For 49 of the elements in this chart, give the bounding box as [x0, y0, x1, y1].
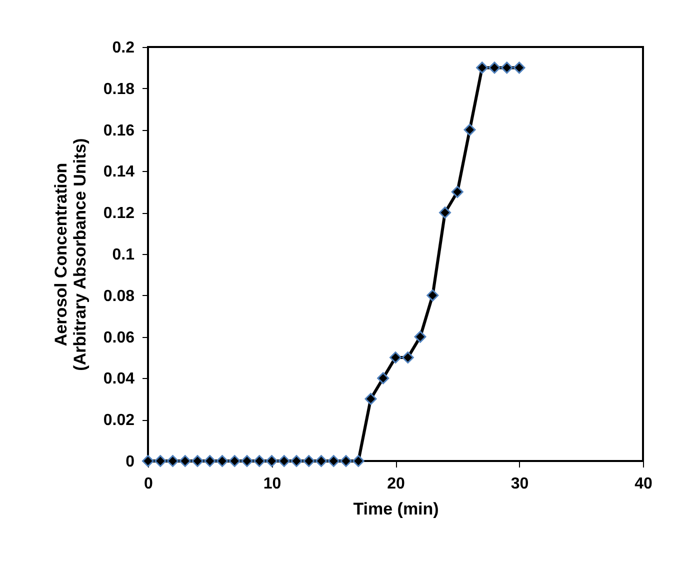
x-tick-label: 20 — [387, 476, 405, 492]
point — [340, 455, 352, 467]
y-tick-label: 0.2 — [112, 40, 135, 56]
point — [166, 455, 179, 467]
point — [513, 62, 526, 74]
x-tick-label: 10 — [263, 476, 282, 492]
point — [216, 455, 228, 467]
point — [464, 124, 476, 136]
point — [439, 206, 451, 219]
x-tick-label: 30 — [510, 476, 529, 492]
point — [364, 392, 377, 405]
point — [414, 330, 426, 343]
point — [142, 455, 154, 467]
point — [476, 62, 488, 74]
point — [241, 455, 253, 467]
y-tick-label: 0.02 — [103, 412, 135, 430]
x-tick-label: 0 — [144, 476, 154, 492]
y-tick-label: 0.12 — [103, 205, 135, 222]
point — [352, 455, 364, 467]
point — [402, 352, 414, 364]
y-tick-label: 0.1 — [112, 246, 135, 264]
point — [253, 455, 266, 467]
point — [451, 186, 464, 198]
y-tick-label: 0.14 — [103, 164, 135, 181]
y-tick-label: 0.04 — [103, 370, 135, 388]
x-axis-title: Time (min) — [353, 500, 439, 518]
y-tick-label: 0 — [126, 454, 135, 470]
point — [179, 455, 192, 467]
point — [488, 62, 500, 74]
point — [500, 62, 513, 74]
point — [266, 455, 278, 467]
point — [192, 455, 204, 467]
point — [290, 455, 302, 467]
point — [390, 352, 402, 364]
point — [315, 455, 328, 467]
point — [278, 455, 290, 467]
point — [302, 455, 315, 467]
y-tick-label: 0.08 — [103, 288, 135, 305]
point — [426, 289, 439, 302]
point — [328, 455, 340, 467]
y-axis-title: Aerosol Concentration (Arbitrary Absorbance Units) — [51, 138, 90, 371]
point — [377, 372, 390, 384]
point — [228, 455, 241, 467]
point — [204, 455, 216, 467]
y-tick-label: 0.16 — [103, 122, 135, 140]
x-tick-label: 40 — [634, 476, 652, 492]
y-tick-label: 0.18 — [103, 80, 135, 98]
point — [154, 455, 166, 467]
y-tick-label: 0.06 — [103, 329, 135, 346]
